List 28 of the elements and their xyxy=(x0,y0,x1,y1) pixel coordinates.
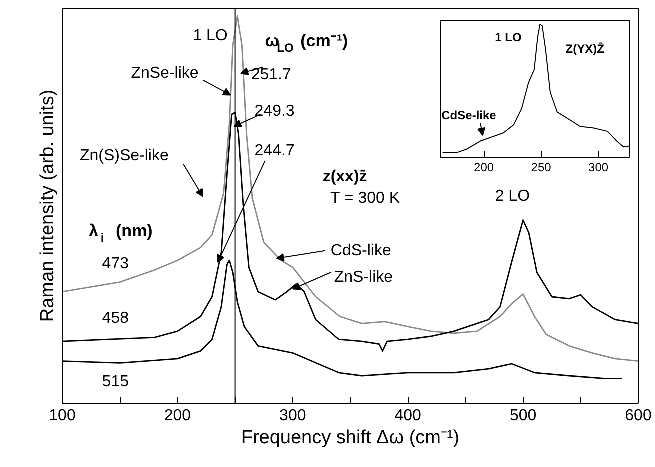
y-axis-title: Raman intensity (arb. units) xyxy=(38,90,58,322)
annotation: Z(YX)Z̄ xyxy=(566,42,604,56)
x-tick-label: 300 xyxy=(280,408,306,424)
annotation: 244.7 xyxy=(254,142,295,160)
x-axis-title: Frequency shift Δω (cm⁻¹) xyxy=(241,428,460,448)
annotation: Zn(S)Se-like xyxy=(80,148,169,165)
x-tick-label: 300 xyxy=(588,160,609,174)
annotation: CdS-like xyxy=(330,242,392,260)
annotation: ZnSe-like xyxy=(131,65,199,82)
annotation: 2 LO xyxy=(495,188,530,205)
annotation: 251.7 xyxy=(251,66,292,84)
annotation: CdSe-like xyxy=(442,108,497,122)
annotation: z(xx)z̄ xyxy=(322,168,368,186)
series-label: 458 xyxy=(102,310,130,327)
annotation: 1 LO xyxy=(495,30,522,45)
series-label: 515 xyxy=(102,374,130,391)
x-tick-label: 200 xyxy=(474,160,494,174)
annotation: T = 300 K xyxy=(330,190,400,208)
annotation: 249.3 xyxy=(254,102,295,120)
x-tick-label: 400 xyxy=(394,408,422,424)
x-tick-label: 500 xyxy=(510,408,537,424)
x-tick-label: 200 xyxy=(164,408,192,424)
x-tick-label: 100 xyxy=(49,408,76,424)
x-tick-label: 600 xyxy=(625,408,652,424)
series-label: 473 xyxy=(102,256,130,273)
x-tick-label: 250 xyxy=(531,160,552,174)
annotation: 1 LO xyxy=(193,27,228,44)
annotation: ZnS-like xyxy=(334,268,394,286)
